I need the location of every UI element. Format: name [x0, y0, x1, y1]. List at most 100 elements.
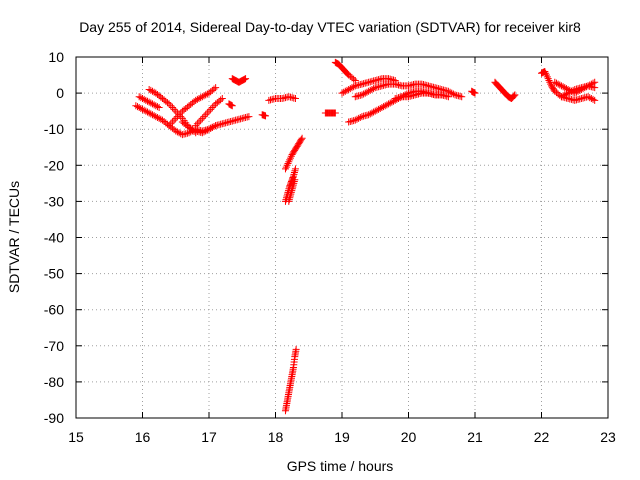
- data-point: [557, 93, 565, 101]
- data-point: [145, 109, 153, 117]
- data-point: [198, 93, 206, 101]
- data-point: [564, 89, 572, 97]
- y-tick-label: -50: [44, 266, 64, 282]
- data-point: [566, 88, 574, 96]
- x-tick-label: 22: [534, 429, 550, 445]
- data-point: [370, 85, 378, 93]
- y-tick-label: -70: [44, 338, 64, 354]
- data-point: [135, 93, 143, 101]
- data-point: [556, 81, 564, 89]
- series-arc-h: [338, 75, 399, 97]
- data-point: [388, 98, 396, 106]
- data-point: [552, 79, 560, 87]
- data-point: [134, 103, 142, 111]
- series-short-d: [265, 93, 299, 104]
- data-point: [168, 104, 176, 112]
- x-tick-label: 23: [600, 429, 616, 445]
- data-point: [165, 100, 173, 108]
- data-point: [358, 91, 366, 99]
- data-point: [448, 89, 456, 97]
- series-arc-c: [165, 84, 220, 130]
- data-point: [177, 109, 185, 117]
- data-point: [331, 109, 339, 117]
- data-point: [368, 109, 376, 117]
- data-point: [591, 84, 599, 92]
- data-point: [155, 114, 163, 122]
- data-point: [203, 126, 211, 134]
- data-point: [192, 96, 200, 104]
- series-arc-g: [331, 58, 359, 84]
- data-point: [350, 75, 358, 83]
- data-point: [193, 95, 201, 103]
- data-point: [346, 85, 354, 93]
- data-point: [195, 95, 203, 103]
- data-point: [291, 95, 299, 103]
- data-point: [172, 114, 180, 122]
- data-point: [198, 129, 206, 137]
- y-tick-label: 10: [48, 49, 64, 65]
- data-point: [200, 128, 208, 136]
- data-point: [586, 94, 594, 102]
- data-point: [458, 93, 466, 101]
- data-point: [584, 93, 592, 101]
- data-point: [140, 95, 148, 103]
- x-tick-label: 18: [268, 429, 284, 445]
- data-point: [172, 107, 180, 115]
- data-point: [147, 110, 155, 118]
- data-point: [378, 104, 386, 112]
- data-point: [567, 87, 575, 95]
- y-tick-label: -90: [44, 410, 64, 426]
- data-point: [511, 91, 519, 99]
- data-point: [370, 108, 378, 116]
- data-point: [345, 85, 353, 93]
- data-point: [286, 156, 294, 164]
- data-point: [217, 96, 225, 104]
- series-arc-l: [491, 78, 519, 103]
- data-point: [551, 78, 559, 86]
- data-point: [202, 127, 210, 135]
- y-tick-label: -20: [44, 157, 64, 173]
- data-point: [200, 113, 208, 121]
- data-point: [587, 95, 595, 103]
- data-point: [193, 120, 201, 128]
- data-point: [188, 125, 196, 133]
- y-tick-label: -60: [44, 302, 64, 318]
- data-point: [172, 127, 180, 135]
- data-point: [153, 113, 161, 121]
- x-tick-label: 20: [401, 429, 417, 445]
- data-point: [545, 76, 553, 84]
- y-tick-label: -80: [44, 374, 64, 390]
- data-point: [449, 90, 457, 98]
- data-points: [132, 58, 599, 415]
- data-point: [148, 111, 156, 119]
- series-arc-e: [192, 95, 226, 130]
- data-point: [168, 118, 176, 126]
- data-point: [245, 113, 253, 121]
- data-point: [173, 113, 181, 121]
- data-point: [140, 106, 148, 114]
- data-point: [371, 107, 379, 115]
- data-point: [155, 104, 163, 112]
- y-tick-label: 0: [56, 85, 64, 101]
- chart-title: Day 255 of 2014, Sidereal Day-to-day VTE…: [79, 19, 581, 35]
- data-point: [165, 122, 173, 130]
- data-point: [175, 111, 183, 119]
- data-point: [192, 122, 200, 130]
- data-point: [200, 92, 208, 100]
- data-point: [242, 75, 250, 83]
- data-point: [292, 345, 300, 353]
- data-point: [340, 88, 348, 96]
- data-point: [356, 113, 364, 121]
- data-point: [148, 100, 156, 108]
- axis-ticks: [75, 56, 609, 419]
- data-point: [559, 83, 567, 91]
- data-point: [203, 109, 211, 117]
- data-point: [262, 112, 270, 120]
- data-point: [285, 158, 293, 166]
- series-arc-k: [391, 89, 446, 103]
- data-point: [153, 103, 161, 111]
- data-point: [355, 114, 363, 122]
- data-point: [145, 98, 153, 106]
- y-tick-labels: 10 0 -10 -20 -30 -40 -50 -60 -70 -80 -90: [44, 49, 64, 426]
- data-point: [187, 124, 195, 132]
